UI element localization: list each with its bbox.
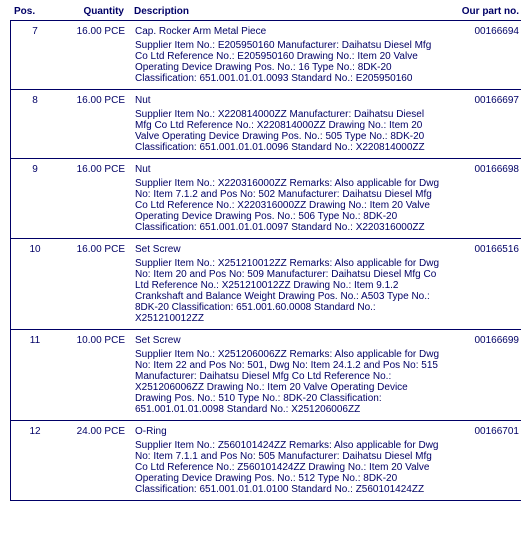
cell-pos: 10: [11, 244, 55, 324]
cell-partno: 00166694: [449, 26, 521, 84]
item-title: Nut: [135, 164, 441, 175]
table-row: 916.00 PCENut Supplier Item No.: X2203160…: [11, 159, 521, 239]
cell-qty: 16.00 PCE: [55, 26, 135, 84]
table-row: 816.00 PCENut Supplier Item No.: X2208140…: [11, 90, 521, 159]
parts-table: Pos. Quantity Description Our part no. 7…: [0, 0, 531, 511]
cell-qty: 10.00 PCE: [55, 335, 135, 415]
cell-partno: 00166516: [449, 244, 521, 324]
cell-qty: 16.00 PCE: [55, 95, 135, 153]
cell-partno: 00166699: [449, 335, 521, 415]
cell-description: Nut Supplier Item No.: X220814000ZZ Manuf…: [135, 95, 449, 153]
cell-partno: 00166698: [449, 164, 521, 233]
cell-description: Set Screw Supplier Item No.: X251206006ZZ…: [135, 335, 449, 415]
cell-description: O-Ring Supplier Item No.: Z560101424ZZ Re…: [135, 426, 449, 495]
item-details: Supplier Item No.: X220316000ZZ Remarks:…: [135, 178, 441, 233]
item-details: Supplier Item No.: Z560101424ZZ Remarks:…: [135, 440, 441, 495]
cell-description: Cap. Rocker Arm Metal Piece Supplier Item…: [135, 26, 449, 84]
cell-partno: 00166701: [449, 426, 521, 495]
item-details: Supplier Item No.: E205950160 Manufactur…: [135, 40, 441, 84]
item-details: Supplier Item No.: X220814000ZZ Manufact…: [135, 109, 441, 153]
table-row: 1110.00 PCESet Screw Supplier Item No.: X…: [11, 330, 521, 421]
header-desc: Description: [134, 6, 449, 17]
item-title: Set Screw: [135, 244, 441, 255]
item-title: Nut: [135, 95, 441, 106]
cell-partno: 00166697: [449, 95, 521, 153]
table-row: 716.00 PCECap. Rocker Arm Metal Piece Sup…: [11, 21, 521, 90]
cell-pos: 8: [11, 95, 55, 153]
cell-qty: 16.00 PCE: [55, 164, 135, 233]
header-qty: Quantity: [54, 6, 134, 17]
cell-pos: 7: [11, 26, 55, 84]
cell-pos: 11: [11, 335, 55, 415]
table-row: 1016.00 PCESet Screw Supplier Item No.: X…: [11, 239, 521, 330]
table-row: 1224.00 PCEO-Ring Supplier Item No.: Z560…: [11, 421, 521, 501]
table-body: 716.00 PCECap. Rocker Arm Metal PieceSup…: [10, 21, 521, 501]
item-title: Cap. Rocker Arm Metal Piece: [135, 26, 441, 37]
item-title: Set Screw: [135, 335, 441, 346]
cell-pos: 9: [11, 164, 55, 233]
cell-pos: 12: [11, 426, 55, 495]
item-details: Supplier Item No.: X251206006ZZ Remarks:…: [135, 349, 441, 415]
item-title: O-Ring: [135, 426, 441, 437]
cell-description: Nut Supplier Item No.: X220316000ZZ Remar…: [135, 164, 449, 233]
header-part: Our part no.: [449, 6, 521, 17]
cell-qty: 24.00 PCE: [55, 426, 135, 495]
item-details: Supplier Item No.: X251210012ZZ Remarks:…: [135, 258, 441, 324]
cell-description: Set Screw Supplier Item No.: X251210012ZZ…: [135, 244, 449, 324]
table-header-row: Pos. Quantity Description Our part no.: [10, 6, 521, 21]
cell-qty: 16.00 PCE: [55, 244, 135, 324]
header-pos: Pos.: [10, 6, 54, 17]
